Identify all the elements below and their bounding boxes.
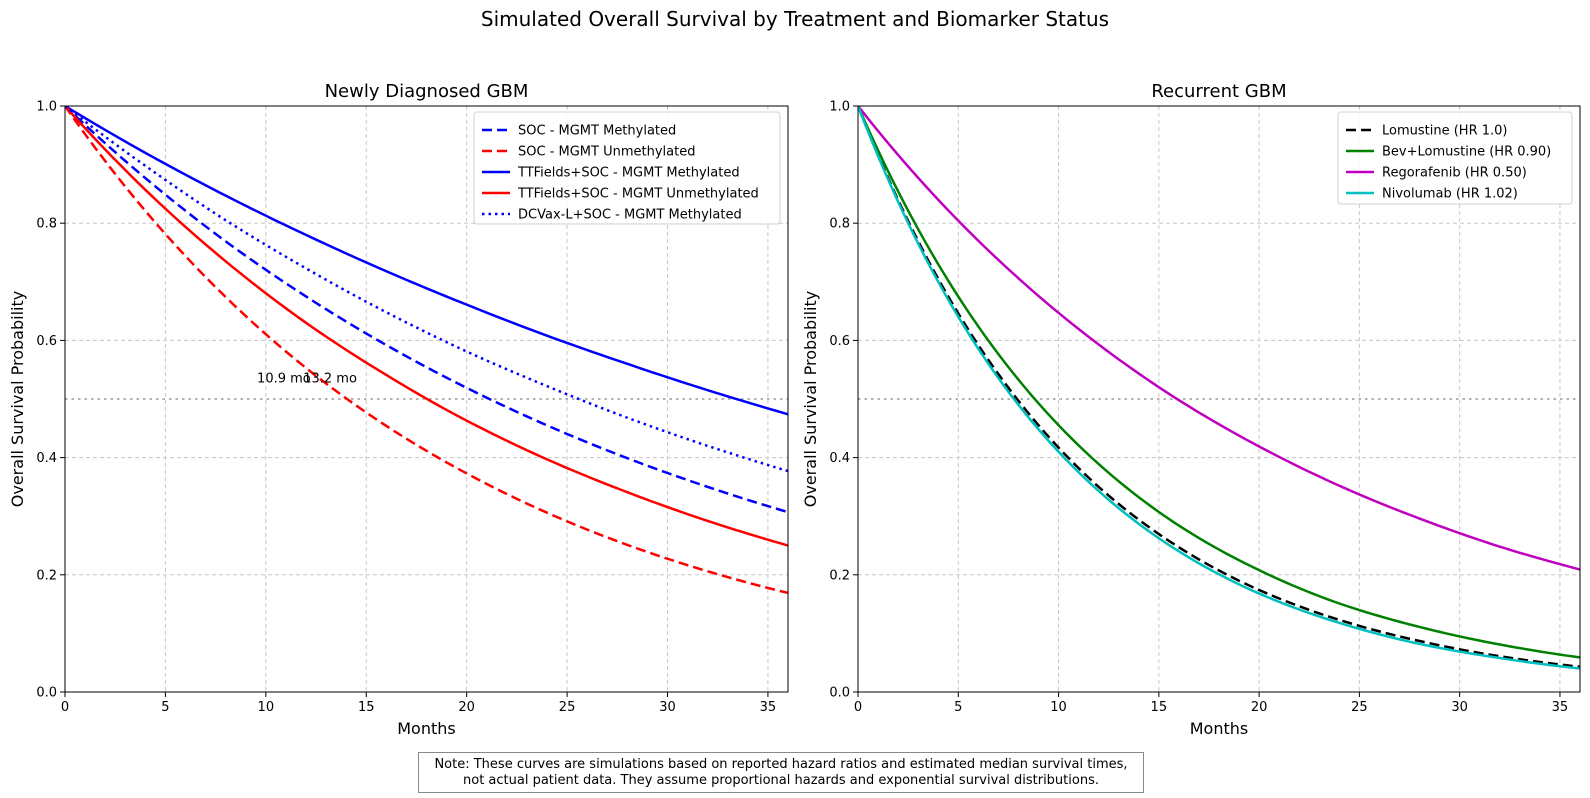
y-axis-label: Overall Survival Probability [801, 291, 820, 507]
legend: Lomustine (HR 1.0) Bev+Lomustine (HR 0.90… [1337, 111, 1573, 205]
x-tick-label: 35 [1552, 700, 1569, 715]
legend-label-4: Nivolumab (HR 1.02) [1382, 187, 1518, 202]
y-tick-label: 0.0 [829, 686, 850, 701]
x-axis-label: Months [1190, 719, 1248, 738]
x-tick-label: 35 [760, 700, 777, 715]
series-line-4 [858, 106, 1580, 670]
series-line-1 [858, 106, 1580, 669]
panel-recurrent: 0 5 10 15 20 25 30 35 0.0 0.2 0.4 0.6 0.8 1.0 Recurren… [801, 81, 1581, 738]
y-tick-label: 0.2 [36, 568, 57, 583]
x-tick-label: 10 [1050, 700, 1067, 715]
legend-label-1: SOC - MGMT Methylated [518, 124, 676, 139]
y-tick-label: 0.8 [36, 217, 57, 232]
median-annotation-2: 13.2 mo [303, 371, 357, 386]
legend-label-1: Lomustine (HR 1.0) [1382, 124, 1507, 139]
legend-label-3: TTFields+SOC - MGMT Methylated [517, 166, 740, 181]
y-tick-label: 1.0 [36, 100, 57, 115]
note-line-2: not actual patient data. They assume pro… [463, 773, 1099, 788]
panel-title: Newly Diagnosed GBM [325, 81, 529, 102]
legend-box [1337, 111, 1573, 205]
series-line-1 [65, 106, 788, 514]
panel-title: Recurrent GBM [1151, 81, 1286, 102]
note-box: Note: These curves are simulations based… [418, 752, 1144, 793]
legend-label-4: TTFields+SOC - MGMT Unmethylated [517, 187, 759, 202]
y-tick-label: 0.4 [36, 451, 57, 466]
y-tick-label: 0.6 [829, 334, 850, 349]
series-line-3 [858, 106, 1580, 571]
x-tick-label: 0 [854, 700, 862, 715]
legend-label-2: Bev+Lomustine (HR 0.90) [1382, 145, 1551, 160]
y-tick-label: 0.8 [829, 217, 850, 232]
x-tick-label: 20 [1251, 700, 1268, 715]
x-tick-label: 20 [458, 700, 475, 715]
y-tick-label: 0.4 [829, 451, 850, 466]
legend-label-3: Regorafenib (HR 0.50) [1382, 166, 1527, 181]
y-axis-label: Overall Survival Probability [8, 291, 27, 507]
x-tick-label: 15 [358, 700, 375, 715]
x-tick-label: 15 [1151, 700, 1168, 715]
x-axis-label: Months [397, 719, 455, 738]
legend-label-2: SOC - MGMT Unmethylated [518, 145, 695, 160]
figure-suptitle: Simulated Overall Survival by Treatment … [481, 7, 1109, 31]
axes-frame [857, 105, 1581, 693]
x-tick-label: 30 [1451, 700, 1468, 715]
series-line-4 [65, 106, 788, 547]
x-tick-label: 10 [258, 700, 275, 715]
series-line-2 [65, 106, 788, 595]
legend: SOC - MGMT Methylated SOC - MGMT Unmethyl… [473, 111, 781, 225]
y-tick-label: 0.6 [36, 334, 57, 349]
x-tick-label: 30 [659, 700, 676, 715]
x-tick-label: 25 [559, 700, 576, 715]
axes-frame [64, 105, 789, 693]
series-line-3 [65, 106, 788, 416]
x-tick-label: 5 [954, 700, 962, 715]
y-tick-label: 0.0 [36, 686, 57, 701]
x-tick-label: 25 [1351, 700, 1368, 715]
x-tick-label: 0 [61, 700, 69, 715]
y-tick-label: 1.0 [829, 100, 850, 115]
x-tick-label: 5 [161, 700, 169, 715]
legend-box [473, 111, 781, 225]
series-line-2 [858, 106, 1580, 659]
note-line-1: Note: These curves are simulations based… [434, 757, 1128, 772]
median-annotation-1: 10.9 mo [257, 371, 311, 386]
y-tick-label: 0.2 [829, 568, 850, 583]
legend-label-5: DCVax-L+SOC - MGMT Methylated [518, 208, 742, 223]
